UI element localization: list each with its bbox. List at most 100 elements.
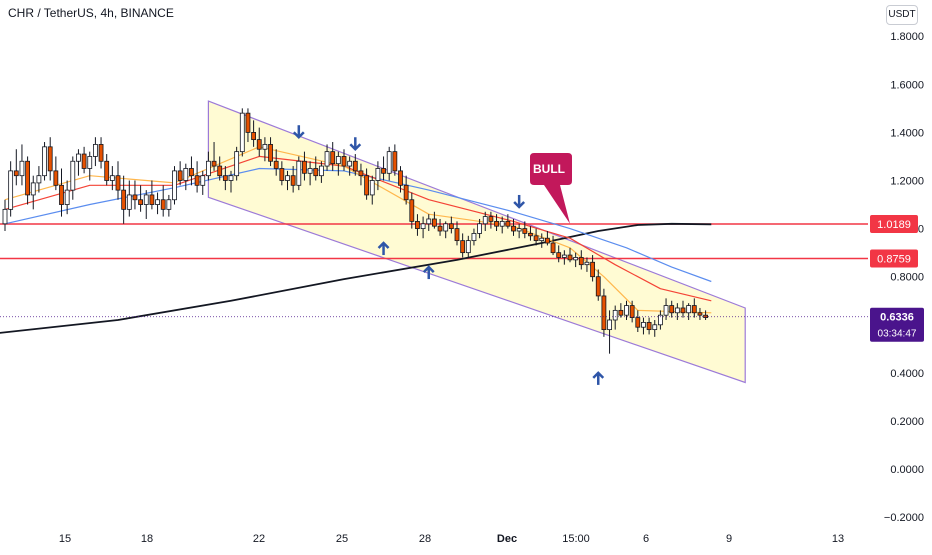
candle	[652, 319, 658, 337]
candle-body	[352, 160, 358, 172]
candle	[403, 175, 409, 205]
candle-body	[381, 168, 386, 174]
candle-body	[239, 112, 245, 153]
candle	[313, 156, 319, 181]
y-tick-label: 0.2000	[890, 416, 924, 428]
candle	[121, 175, 127, 224]
candle-body	[607, 319, 612, 331]
candle-body	[285, 175, 290, 181]
candle-body	[98, 144, 104, 162]
candle-body	[465, 240, 471, 254]
x-tick-label: 15:00	[562, 533, 590, 545]
x-tick-label: 25	[336, 533, 348, 545]
candle	[324, 144, 330, 171]
candle-body	[70, 160, 76, 191]
candle	[477, 218, 483, 239]
candle	[30, 175, 36, 210]
candle-body	[386, 151, 392, 174]
bull-label-bubble	[530, 153, 572, 224]
candle-body	[8, 170, 14, 210]
candle-body	[324, 151, 330, 167]
candle-body	[262, 144, 268, 150]
candle-body	[415, 220, 420, 229]
y-tick-label: 0.0000	[890, 464, 924, 476]
candle-body	[420, 223, 426, 229]
candle	[398, 166, 403, 193]
candle	[545, 231, 550, 246]
candle-body	[528, 233, 533, 237]
candle-body	[674, 307, 680, 314]
candle-body	[302, 160, 307, 174]
x-tick-label: 6	[643, 533, 649, 545]
candle-body	[160, 199, 166, 210]
candle-body	[109, 175, 115, 181]
candle-body	[313, 168, 319, 177]
candle-body	[245, 112, 251, 133]
symbol-title: CHR / TetherUS, 4h, BINANCE	[8, 6, 174, 20]
candle	[573, 252, 579, 268]
candle-body	[121, 189, 127, 210]
candle	[104, 154, 110, 186]
candle	[109, 166, 115, 191]
candle-body	[561, 254, 567, 258]
candle	[273, 149, 279, 176]
candle	[437, 218, 443, 236]
candle	[81, 146, 87, 174]
candle	[375, 161, 381, 191]
candle	[471, 228, 477, 246]
candle-body	[76, 153, 81, 162]
candle-body	[624, 305, 629, 316]
candle-body	[335, 156, 341, 165]
candle	[686, 303, 692, 320]
currency-button[interactable]: USDT	[886, 5, 918, 25]
candle-body	[279, 168, 285, 181]
arrow-down-icon	[292, 125, 305, 139]
candle-body	[347, 160, 353, 167]
candle	[431, 211, 437, 229]
candle-body	[194, 175, 200, 186]
candle-body	[426, 218, 432, 225]
candle-body	[222, 175, 228, 181]
candle	[658, 310, 663, 330]
candle-body	[646, 321, 652, 331]
candle-body	[19, 160, 25, 177]
candle-body	[590, 261, 595, 278]
candle	[76, 149, 81, 176]
candle-body	[205, 160, 211, 177]
y-tick-label: 0.4000	[890, 368, 924, 380]
candle-body	[364, 175, 370, 196]
candle-body	[403, 184, 409, 201]
candle-body	[59, 184, 64, 205]
candle-body	[595, 276, 601, 297]
x-tick-label: 13	[832, 533, 844, 545]
candle-body	[369, 180, 375, 196]
candle	[420, 216, 426, 239]
x-tick-label: 9	[726, 533, 732, 545]
candle-body	[431, 218, 437, 227]
x-tick-label: 22	[253, 533, 265, 545]
y-tick-label: 1.6000	[890, 79, 924, 91]
candle	[341, 149, 347, 171]
candle-body	[149, 194, 155, 205]
candle	[166, 194, 172, 217]
candle	[674, 303, 680, 320]
candle	[205, 151, 211, 181]
candle	[482, 211, 488, 232]
candle	[454, 221, 460, 246]
x-tick-label: 18	[141, 533, 153, 545]
candle-body	[36, 175, 42, 184]
candle	[386, 146, 392, 181]
candle-body	[375, 168, 381, 181]
candle-body	[189, 168, 194, 177]
candle	[211, 142, 217, 171]
candle-body	[126, 194, 132, 210]
candle	[443, 221, 449, 239]
candle	[59, 168, 64, 217]
price-level-tag: 1.0189	[870, 215, 918, 234]
candle-body	[697, 312, 703, 316]
candle-body	[488, 216, 494, 222]
candle	[279, 161, 285, 186]
candle-body	[64, 189, 70, 205]
